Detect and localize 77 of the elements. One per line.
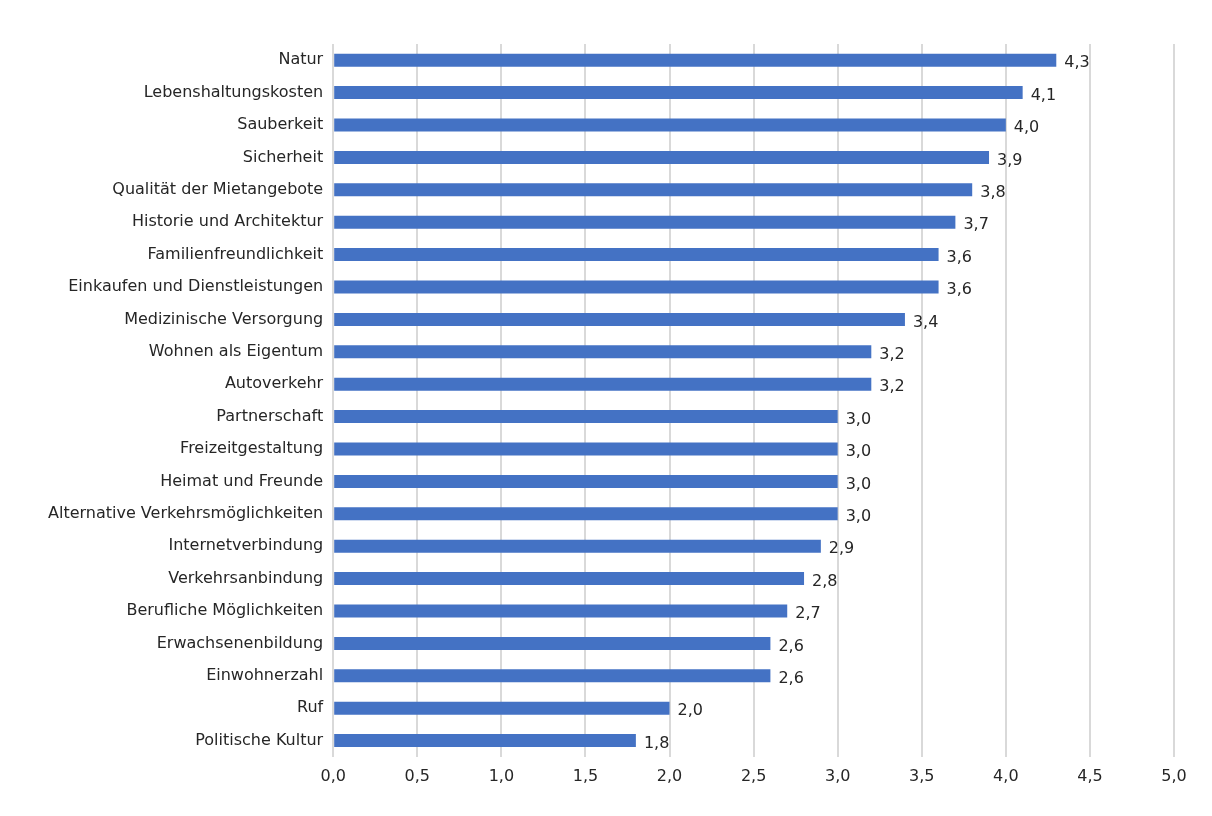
bar [334, 604, 788, 618]
data-label: 3,2 [879, 376, 905, 396]
x-tick-label: 1,5 [572, 765, 599, 785]
bar [334, 215, 956, 229]
bar [334, 280, 939, 294]
bar [334, 701, 670, 715]
y-tick-label: Internetverbindung [168, 535, 324, 555]
x-tick-label: 2,5 [740, 765, 767, 785]
data-label: 3,7 [963, 214, 989, 234]
bar [334, 86, 1023, 100]
data-label: 3,0 [845, 505, 872, 525]
bar [334, 410, 838, 424]
y-tick-label: Wohnen als Eigentum [148, 340, 324, 360]
data-label: 1,8 [643, 732, 670, 752]
bar [334, 572, 805, 586]
y-tick-label: Autoverkehr [224, 373, 324, 393]
data-label: 3,0 [845, 441, 872, 461]
bar [334, 669, 771, 683]
y-tick-label: Ruf [297, 697, 324, 717]
bar [334, 345, 872, 359]
bar [334, 442, 838, 456]
x-tick-label: 0,5 [404, 765, 430, 785]
data-label: 3,6 [946, 246, 973, 266]
bar [334, 312, 905, 326]
y-tick-label: Natur [278, 49, 324, 69]
y-tick-label: Historie und Architektur [131, 211, 324, 231]
bar [334, 183, 973, 197]
y-tick-label: Freizeitgestaltung [180, 438, 324, 458]
data-label: 2,9 [828, 538, 855, 558]
y-tick-label: Einkaufen und Dienstleistungen [68, 276, 324, 296]
y-tick-label: Alternative Verkehrsmöglichkeiten [48, 502, 324, 522]
y-tick-label: Qualität der Mietangebote [112, 178, 324, 198]
data-label: 3,4 [912, 311, 939, 331]
bar [334, 507, 838, 521]
bar [334, 474, 838, 488]
data-label: 4,0 [1013, 117, 1040, 137]
x-tick-label: 5,0 [1161, 765, 1187, 785]
y-tick-label: Sauberkeit [237, 114, 324, 134]
bar [334, 636, 771, 650]
data-label: 4,3 [1064, 52, 1090, 72]
bar [334, 377, 872, 391]
data-label: 3,0 [845, 408, 872, 428]
x-tick-label: 2,0 [656, 765, 683, 785]
x-tick-label: 4,5 [1077, 765, 1103, 785]
bar [334, 248, 939, 262]
bar [334, 118, 1006, 132]
bar [334, 539, 821, 553]
data-label: 3,0 [845, 473, 872, 493]
data-label: 2,0 [677, 700, 703, 720]
y-tick-label: Politische Kultur [195, 729, 324, 749]
bar [334, 53, 1057, 67]
data-label: 2,6 [778, 667, 804, 687]
bar [334, 734, 636, 748]
x-tick-label: 1,0 [488, 765, 515, 785]
y-tick-label: Verkehrsanbindung [168, 567, 324, 587]
data-label: 2,8 [812, 570, 838, 590]
x-tick-label: 3,5 [909, 765, 935, 785]
y-tick-label: Berufliche Möglichkeiten [126, 600, 324, 620]
data-label: 2,6 [778, 635, 804, 655]
bar [334, 150, 990, 164]
data-label: 3,6 [946, 279, 973, 299]
y-tick-label: Heimat und Freunde [160, 470, 324, 490]
y-tick-label: Erwachsenenbildung [156, 632, 324, 652]
y-tick-label: Einwohnerzahl [206, 664, 324, 684]
data-label: 3,9 [997, 149, 1023, 169]
x-tick-label: 4,0 [993, 765, 1019, 785]
data-label: 3,8 [980, 181, 1006, 201]
x-tick-label: 0,0 [320, 765, 346, 785]
y-tick-label: Sicherheit [242, 146, 324, 166]
data-label: 2,7 [795, 603, 821, 623]
data-label: 3,2 [879, 343, 905, 363]
y-tick-label: Lebenshaltungskosten [143, 81, 324, 101]
y-tick-label: Partnerschaft [216, 405, 324, 425]
y-tick-label: Familienfreundlichkeit [147, 243, 324, 263]
y-tick-label: Medizinische Versorgung [124, 308, 324, 328]
x-tick-label: 3,0 [824, 765, 851, 785]
data-label: 4,1 [1030, 84, 1057, 104]
